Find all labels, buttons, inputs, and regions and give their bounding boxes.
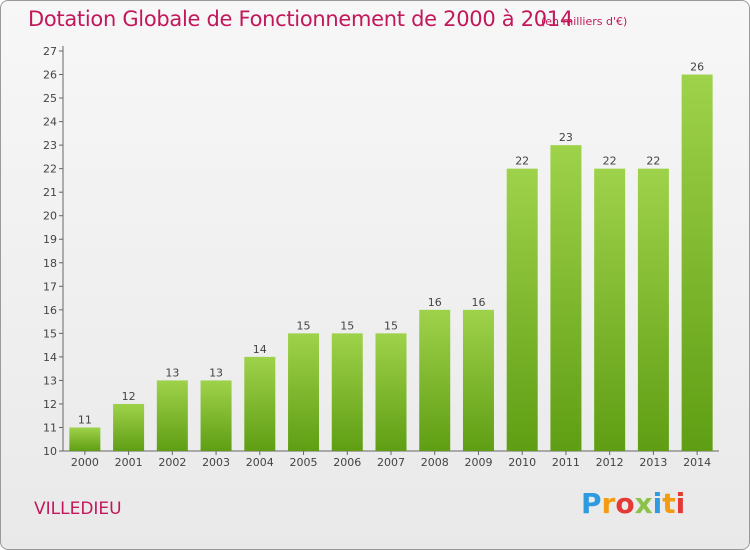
y-tick-label: 11 — [43, 421, 57, 434]
bar-2010 — [506, 168, 538, 451]
data-label: 12 — [122, 390, 136, 403]
data-label: 26 — [690, 61, 704, 74]
logo-letter: r — [601, 487, 616, 520]
bar-2009 — [462, 309, 494, 451]
y-tick-label: 15 — [43, 327, 57, 340]
logo-letter: t — [662, 487, 676, 520]
data-label: 15 — [297, 319, 311, 332]
y-tick-label: 24 — [43, 116, 57, 129]
y-tick-label: 25 — [43, 92, 57, 105]
x-tick-label: 2004 — [246, 456, 274, 469]
bars — [69, 74, 713, 451]
logo-letter: o — [615, 487, 635, 520]
bar-2002 — [156, 380, 188, 451]
data-label: 15 — [384, 319, 398, 332]
bar-2001 — [113, 403, 145, 451]
y-tick-label: 27 — [43, 45, 57, 58]
logo-letter: i — [652, 487, 663, 520]
x-tick-label: 2006 — [333, 456, 361, 469]
chart-subtitle: (en milliers d'€) — [541, 15, 628, 28]
logo-letter: P — [581, 487, 602, 520]
bar-2008 — [419, 309, 451, 451]
x-tick-label: 2011 — [552, 456, 580, 469]
x-tick-label: 2014 — [683, 456, 711, 469]
y-tick-label: 20 — [43, 210, 57, 223]
x-tick-label: 2012 — [596, 456, 624, 469]
data-label: 13 — [165, 366, 179, 379]
y-axis: 10 11 12 13 14 15 16 17 18 19 20 21 22 23 24 25 26 27 — [43, 45, 64, 458]
x-tick-label: 2001 — [115, 456, 143, 469]
y-tick-label: 12 — [43, 398, 57, 411]
bar-2014 — [681, 74, 713, 451]
data-label: 22 — [515, 155, 529, 168]
proxiti-logo[interactable]: Proxiti — [581, 487, 685, 520]
logo-letter: i — [675, 487, 686, 520]
bar-2007 — [375, 333, 407, 451]
x-tick-label: 2003 — [202, 456, 230, 469]
y-tick-label: 23 — [43, 139, 57, 152]
y-tick-label: 22 — [43, 163, 57, 176]
data-label: 16 — [471, 296, 485, 309]
y-tick-label: 19 — [43, 233, 57, 246]
y-tick-label: 17 — [43, 280, 57, 293]
y-tick-label: 10 — [43, 445, 57, 458]
x-tick-label: 2013 — [639, 456, 667, 469]
x-tick-label: 2008 — [421, 456, 449, 469]
bar-2005 — [288, 333, 320, 451]
x-tick-label: 2010 — [508, 456, 536, 469]
data-label: 22 — [646, 155, 660, 168]
x-axis: 2000 2001 2002 2003 2004 2005 2006 2007 2008 2009… — [63, 450, 719, 469]
logo-letter: x — [634, 487, 653, 520]
commune-name: VILLEDIEU — [34, 499, 122, 519]
y-tick-label: 26 — [43, 69, 57, 82]
x-tick-label: 2009 — [464, 456, 492, 469]
y-tick-label: 13 — [43, 374, 57, 387]
data-label: 22 — [603, 155, 617, 168]
bar-2013 — [637, 168, 669, 451]
data-label: 13 — [209, 366, 223, 379]
x-tick-label: 2002 — [158, 456, 186, 469]
bar-2003 — [200, 380, 232, 451]
bar-2012 — [594, 168, 626, 451]
chart-title: Dotation Globale de Fonctionnement de 20… — [28, 7, 573, 31]
y-tick-label: 18 — [43, 257, 57, 270]
bar-2000 — [69, 427, 101, 451]
y-tick-label: 16 — [43, 304, 57, 317]
y-tick-label: 14 — [43, 351, 57, 364]
x-tick-label: 2000 — [71, 456, 99, 469]
data-label: 14 — [253, 343, 267, 356]
data-labels: 11 12 13 13 14 15 15 15 16 16 22 23 22 22 26 — [78, 61, 704, 427]
x-tick-label: 2007 — [377, 456, 405, 469]
x-tick-label: 2005 — [290, 456, 318, 469]
y-tick-label: 21 — [43, 186, 57, 199]
bar-2004 — [244, 356, 276, 451]
bar-2006 — [331, 333, 363, 451]
data-label: 23 — [559, 131, 573, 144]
bar-2011 — [550, 145, 582, 451]
data-label: 15 — [340, 319, 354, 332]
data-label: 11 — [78, 413, 92, 426]
data-label: 16 — [428, 296, 442, 309]
